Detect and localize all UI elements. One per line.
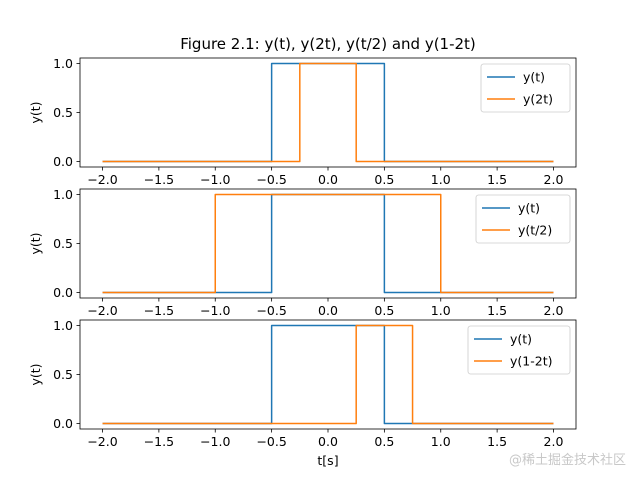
x-tick-label: 2.0 (544, 303, 564, 318)
x-tick-label: −1.5 (144, 303, 174, 318)
x-tick-label: 1.5 (487, 434, 507, 449)
x-tick-label: −0.5 (256, 434, 286, 449)
x-tick-label: −1.5 (144, 434, 174, 449)
y-axis-label: y(t) (28, 232, 43, 254)
y-axis-label: y(t) (28, 363, 43, 385)
x-tick-label: 0.0 (318, 172, 338, 187)
series-line-secondary (102, 193, 554, 294)
y-axis-label: y(t) (28, 101, 43, 123)
legend-label: y(t) (510, 332, 532, 347)
legend-label: y(1-2t) (510, 354, 552, 369)
x-tick-label: −0.5 (256, 303, 286, 318)
y-tick-label: 1.0 (53, 187, 73, 202)
x-tick-label: 1.5 (487, 303, 507, 318)
x-tick-label: −1.5 (144, 172, 174, 187)
x-tick-label: 1.5 (487, 172, 507, 187)
x-tick-label: −1.0 (200, 303, 230, 318)
y-tick-label: 1.0 (53, 318, 73, 333)
x-tick-label: 0.0 (318, 303, 338, 318)
x-tick-label: −2.0 (87, 172, 117, 187)
legend-label: y(t/2) (518, 223, 552, 238)
x-tick-label: 0.5 (374, 303, 394, 318)
x-tick-label: 0.0 (318, 434, 338, 449)
y-tick-label: 1.0 (53, 56, 73, 71)
x-tick-label: 0.5 (374, 172, 394, 187)
y-tick-label: 0.0 (53, 416, 73, 431)
legend-label: y(2t) (523, 92, 553, 107)
series-line-secondary (102, 62, 554, 163)
x-tick-label: 2.0 (544, 434, 564, 449)
y-tick-label: 0.5 (53, 105, 73, 120)
x-tick-label: 1.0 (431, 172, 451, 187)
y-tick-label: 0.5 (53, 236, 73, 251)
x-tick-label: 1.0 (431, 434, 451, 449)
y-tick-label: 0.0 (53, 154, 73, 169)
legend: y(t) y(t/2) (475, 194, 571, 244)
x-tick-label: −0.5 (256, 172, 286, 187)
x-axis-label: t[s] (317, 453, 338, 468)
x-tick-label: 0.5 (374, 434, 394, 449)
legend-frame (480, 63, 571, 113)
subplot-3: −2.0 −1.5 −1.0 −0.5 0.0 0.5 1.0 1.5 2.0 0.0 0.5 1.0… (28, 318, 577, 468)
x-tick-label: −1.0 (200, 172, 230, 187)
y-tick-label: 0.5 (53, 367, 73, 382)
legend: y(t) y(2t) (480, 63, 571, 113)
x-tick-label: −2.0 (87, 303, 117, 318)
x-tick-label: 1.0 (431, 303, 451, 318)
subplot-1: −2.0 −1.5 −1.0 −0.5 0.0 0.5 1.0 1.5 2.0 0.0 0.5 1.0… (28, 56, 577, 187)
x-tick-label: 2.0 (544, 172, 564, 187)
legend: y(t) y(1-2t) (467, 325, 571, 375)
x-tick-label: −2.0 (87, 434, 117, 449)
legend-label: y(t) (518, 201, 540, 216)
figure-title: Figure 2.1: y(t), y(2t), y(t/2) and y(1-… (180, 35, 476, 53)
legend-label: y(t) (523, 70, 545, 85)
series-line-secondary (102, 324, 554, 425)
legend-frame (467, 325, 571, 375)
y-tick-label: 0.0 (53, 285, 73, 300)
watermark: @稀土掘金技术社区 (508, 453, 626, 468)
legend-frame (475, 194, 571, 244)
x-tick-label: −1.0 (200, 434, 230, 449)
subplot-2: −2.0 −1.5 −1.0 −0.5 0.0 0.5 1.0 1.5 2.0 0.0 0.5 1.0… (28, 187, 577, 318)
